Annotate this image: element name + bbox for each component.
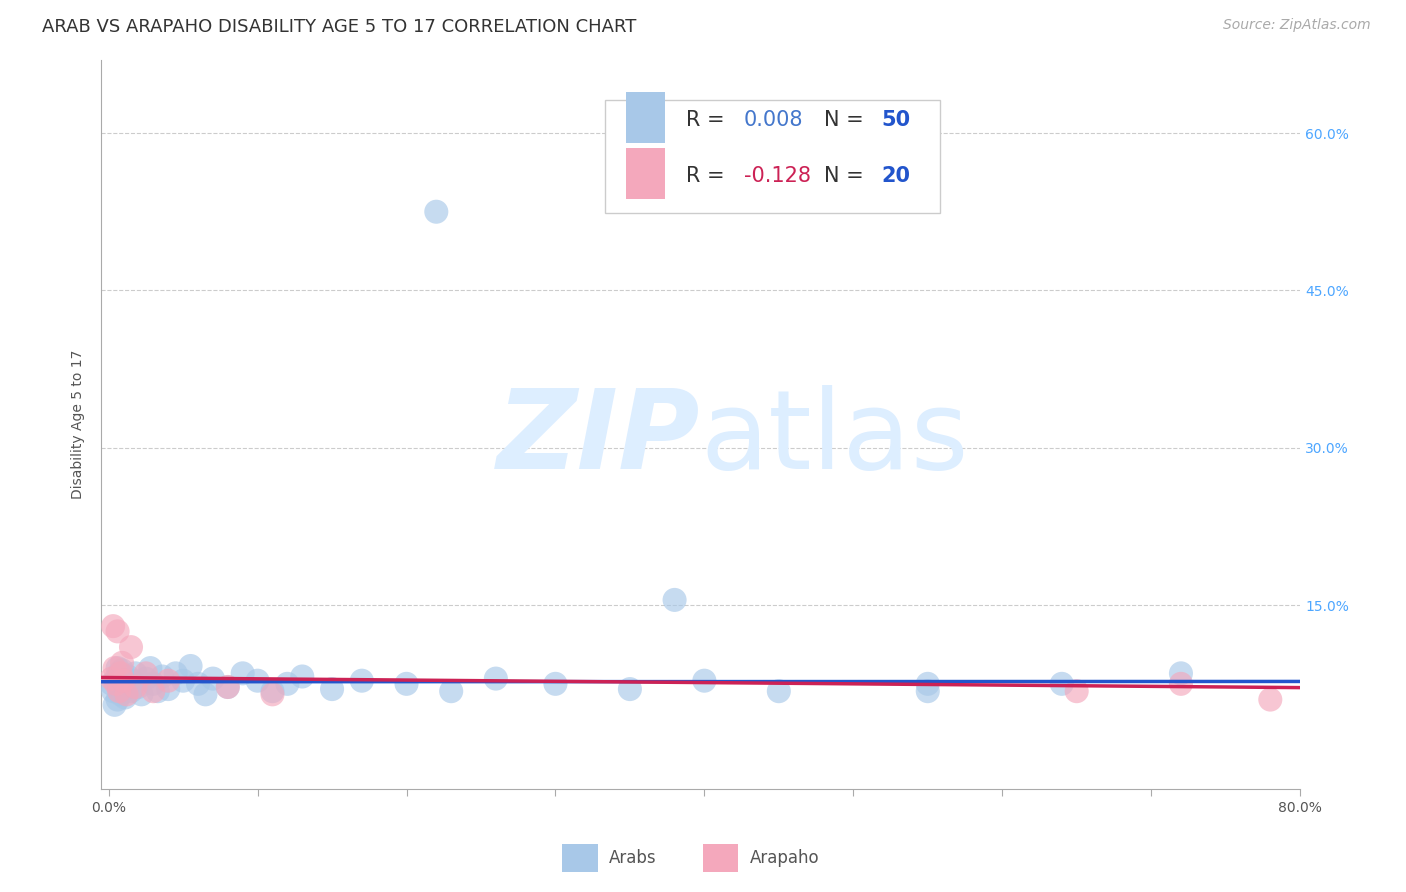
Point bbox=[165, 666, 187, 681]
Text: atlas: atlas bbox=[700, 385, 969, 492]
FancyBboxPatch shape bbox=[605, 100, 941, 212]
Point bbox=[112, 682, 135, 697]
Point bbox=[110, 666, 132, 681]
Point bbox=[262, 687, 284, 701]
Point bbox=[131, 687, 153, 701]
Point bbox=[440, 684, 463, 698]
Point bbox=[1050, 677, 1073, 691]
Point bbox=[201, 672, 224, 686]
Point bbox=[124, 680, 146, 694]
FancyBboxPatch shape bbox=[626, 92, 665, 143]
Point bbox=[135, 666, 157, 681]
Point bbox=[108, 684, 131, 698]
Point bbox=[139, 661, 162, 675]
Point bbox=[544, 677, 567, 691]
Point bbox=[101, 619, 124, 633]
Text: ZIP: ZIP bbox=[498, 385, 700, 492]
Point bbox=[124, 666, 146, 681]
Point bbox=[120, 684, 142, 698]
Point bbox=[100, 677, 122, 691]
Point bbox=[172, 673, 194, 688]
Point bbox=[425, 204, 447, 219]
Point bbox=[395, 677, 418, 691]
Point bbox=[117, 669, 139, 683]
Point bbox=[104, 698, 127, 712]
Point bbox=[276, 677, 298, 691]
Point bbox=[187, 677, 209, 691]
Point bbox=[180, 659, 202, 673]
Point bbox=[768, 684, 790, 698]
Point bbox=[1258, 692, 1281, 706]
Point bbox=[107, 661, 129, 675]
Point bbox=[291, 669, 314, 683]
Point bbox=[104, 661, 127, 675]
Point bbox=[1066, 684, 1088, 698]
Point bbox=[121, 673, 143, 688]
Point bbox=[917, 677, 939, 691]
Point bbox=[111, 663, 134, 677]
Point bbox=[100, 672, 122, 686]
Point bbox=[262, 684, 284, 698]
Text: 0.008: 0.008 bbox=[744, 110, 803, 129]
Point bbox=[1170, 666, 1192, 681]
Point bbox=[108, 666, 131, 681]
Point bbox=[115, 677, 138, 691]
Text: Arapaho: Arapaho bbox=[749, 849, 820, 867]
Point bbox=[693, 673, 716, 688]
Point bbox=[246, 673, 269, 688]
Point bbox=[107, 624, 129, 639]
Point bbox=[232, 666, 254, 681]
Point bbox=[157, 682, 180, 697]
Point bbox=[111, 656, 134, 670]
Point bbox=[127, 680, 149, 694]
Point bbox=[101, 684, 124, 698]
Point bbox=[110, 687, 132, 701]
Text: Arabs: Arabs bbox=[609, 849, 657, 867]
Y-axis label: Disability Age 5 to 17: Disability Age 5 to 17 bbox=[72, 350, 86, 499]
Point bbox=[917, 684, 939, 698]
Text: -0.128: -0.128 bbox=[744, 166, 811, 186]
Point bbox=[350, 673, 373, 688]
Point bbox=[142, 684, 165, 698]
Point bbox=[217, 680, 239, 694]
Point bbox=[146, 684, 169, 698]
Point bbox=[107, 692, 129, 706]
Point bbox=[664, 593, 686, 607]
Point bbox=[105, 672, 128, 686]
Point bbox=[157, 673, 180, 688]
Point bbox=[194, 687, 217, 701]
Point bbox=[108, 680, 131, 694]
Point bbox=[150, 669, 173, 683]
Text: 20: 20 bbox=[882, 166, 911, 186]
FancyBboxPatch shape bbox=[626, 148, 665, 199]
Text: Source: ZipAtlas.com: Source: ZipAtlas.com bbox=[1223, 18, 1371, 32]
Text: N =: N = bbox=[824, 110, 870, 129]
Text: R =: R = bbox=[686, 166, 731, 186]
Point bbox=[110, 673, 132, 688]
Text: N =: N = bbox=[824, 166, 870, 186]
Point bbox=[105, 677, 128, 691]
Point bbox=[115, 687, 138, 701]
Point bbox=[120, 640, 142, 654]
Point bbox=[217, 680, 239, 694]
Point bbox=[619, 682, 641, 697]
Point bbox=[1170, 677, 1192, 691]
Point bbox=[321, 682, 343, 697]
Point bbox=[114, 690, 136, 705]
Point bbox=[142, 677, 165, 691]
Point bbox=[135, 672, 157, 686]
Text: ARAB VS ARAPAHO DISABILITY AGE 5 TO 17 CORRELATION CHART: ARAB VS ARAPAHO DISABILITY AGE 5 TO 17 C… bbox=[42, 18, 637, 36]
Text: R =: R = bbox=[686, 110, 731, 129]
Point bbox=[112, 673, 135, 688]
Text: 50: 50 bbox=[882, 110, 911, 129]
Point bbox=[485, 672, 508, 686]
